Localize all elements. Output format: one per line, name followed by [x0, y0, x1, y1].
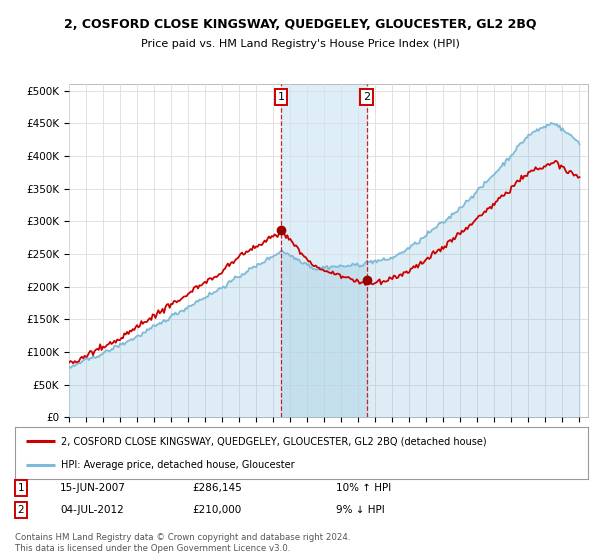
Text: 1: 1 [17, 483, 25, 493]
Text: 15-JUN-2007: 15-JUN-2007 [60, 483, 126, 493]
Text: Price paid vs. HM Land Registry's House Price Index (HPI): Price paid vs. HM Land Registry's House … [140, 39, 460, 49]
Text: 1: 1 [277, 92, 284, 102]
Text: HPI: Average price, detached house, Gloucester: HPI: Average price, detached house, Glou… [61, 460, 295, 470]
Text: 04-JUL-2012: 04-JUL-2012 [60, 505, 124, 515]
Bar [281, 84, 367, 417]
Text: £210,000: £210,000 [192, 505, 241, 515]
Text: Contains HM Land Registry data © Crown copyright and database right 2024.: Contains HM Land Registry data © Crown c… [15, 533, 350, 542]
Text: 9% ↓ HPI: 9% ↓ HPI [336, 505, 385, 515]
Text: 2: 2 [17, 505, 25, 515]
Text: £286,145: £286,145 [192, 483, 242, 493]
Text: 10% ↑ HPI: 10% ↑ HPI [336, 483, 391, 493]
Text: 2: 2 [363, 92, 370, 102]
Text: 2, COSFORD CLOSE KINGSWAY, QUEDGELEY, GLOUCESTER, GL2 2BQ (detached house): 2, COSFORD CLOSE KINGSWAY, QUEDGELEY, GL… [61, 436, 487, 446]
Text: 2, COSFORD CLOSE KINGSWAY, QUEDGELEY, GLOUCESTER, GL2 2BQ: 2, COSFORD CLOSE KINGSWAY, QUEDGELEY, GL… [64, 18, 536, 31]
Text: This data is licensed under the Open Government Licence v3.0.: This data is licensed under the Open Gov… [15, 544, 290, 553]
